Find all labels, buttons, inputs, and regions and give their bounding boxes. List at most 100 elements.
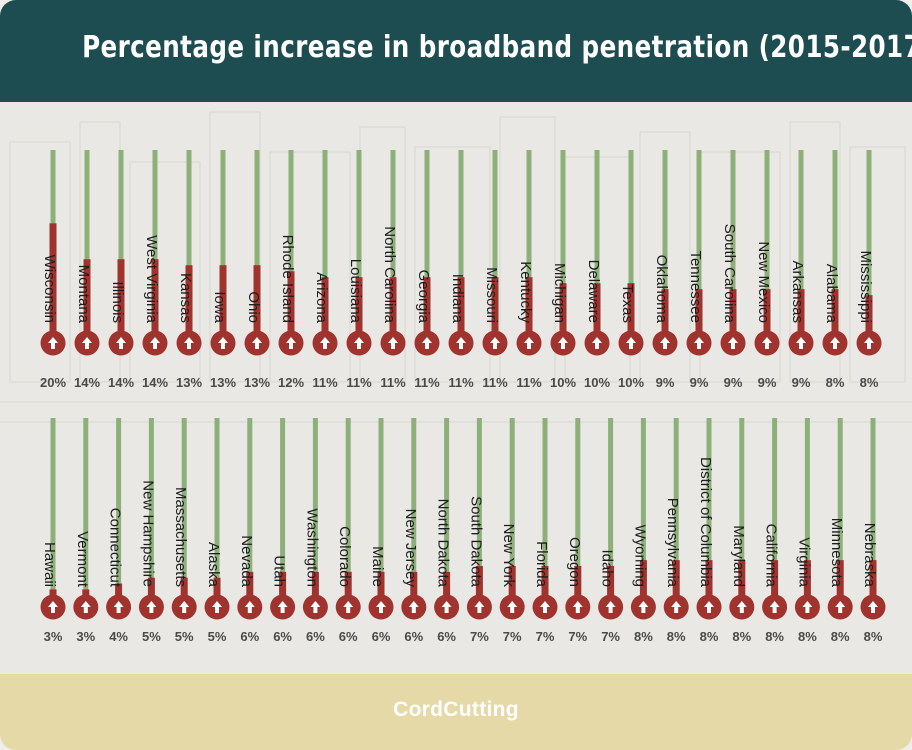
thermometer-tube: [542, 418, 548, 607]
thermometer-tube: [345, 418, 351, 607]
mercury-bar: [423, 277, 431, 343]
state-label: Mississippi: [857, 250, 874, 323]
percent-label: 8%: [826, 375, 845, 390]
thermometer-tube: [526, 150, 532, 343]
thermometer-tube: [608, 418, 614, 607]
percent-label: 5%: [208, 629, 227, 644]
up-arrow-icon: [343, 601, 354, 613]
thermometer-tube: [673, 418, 679, 607]
percent-label: 13%: [244, 375, 270, 390]
thermometer: Montana 14%: [74, 150, 100, 390]
thermometer-tube: [181, 418, 187, 607]
mercury-bar: [279, 571, 287, 607]
state-label: Montana: [75, 265, 92, 324]
mercury-bar: [695, 289, 703, 343]
thermometer: West Virginia 14%: [142, 150, 168, 390]
thermometer: Oklahoma 9%: [652, 150, 678, 390]
state-label: Massachusetts: [172, 487, 189, 587]
mercury-bar: [672, 560, 680, 607]
percent-label: 7%: [601, 629, 620, 644]
state-label: Missouri: [483, 267, 500, 323]
up-arrow-icon: [310, 601, 321, 613]
percent-label: 9%: [724, 375, 743, 390]
percent-label: 14%: [108, 375, 134, 390]
percent-label: 9%: [690, 375, 709, 390]
mercury-bar: [508, 565, 516, 607]
mercury-bar: [639, 560, 647, 607]
state-label: New York: [500, 524, 517, 588]
thermometer: New Hampshire 5%: [138, 418, 164, 644]
up-arrow-icon: [762, 337, 772, 349]
percent-label: 10%: [618, 375, 644, 390]
thermometer: Florida 7%: [532, 418, 558, 644]
up-arrow-icon: [48, 337, 58, 349]
mercury-bar: [344, 571, 352, 607]
thermometer: Louisiana 11%: [346, 150, 372, 390]
thermometer-tube: [186, 150, 192, 343]
up-arrow-icon: [736, 601, 747, 613]
thermometer: New Mexico 9%: [754, 150, 780, 390]
up-arrow-icon: [212, 601, 222, 613]
percent-label: 3%: [76, 629, 95, 644]
state-label: District of Columbia: [697, 457, 714, 588]
up-arrow-icon: [835, 601, 846, 613]
up-arrow-icon: [286, 337, 296, 349]
state-label: Nevada: [238, 535, 255, 587]
thermometer: Delaware 10%: [584, 150, 610, 390]
thermometer: Kansas 13%: [176, 150, 202, 390]
mercury-bar: [627, 283, 635, 343]
thermometer: Maryland 8%: [729, 418, 755, 644]
percent-label: 8%: [732, 629, 751, 644]
thermometer-tube: [628, 150, 634, 343]
thermometer-tube: [509, 418, 515, 607]
state-label: Rhode Island: [279, 235, 296, 323]
up-arrow-icon: [728, 337, 738, 349]
up-arrow-icon: [320, 337, 330, 349]
up-arrow-icon: [277, 601, 288, 613]
thermometer-tube: [575, 418, 581, 607]
thermometer: Vermont 3%: [73, 418, 99, 644]
thermometer-tube: [832, 150, 838, 343]
percent-label: 7%: [568, 629, 587, 644]
thermometer: Texas 10%: [618, 150, 644, 390]
thermometer: Colorado 6%: [335, 418, 361, 644]
thermometer: Illinois 14%: [108, 150, 134, 390]
state-label: Kansas: [177, 273, 194, 323]
up-arrow-icon: [830, 337, 840, 349]
state-label: New Hampshire: [139, 480, 156, 587]
state-label: Maryland: [730, 525, 747, 587]
state-label: Ohio: [245, 291, 262, 323]
mercury-bar: [443, 571, 451, 607]
mercury-bar: [83, 259, 91, 343]
percent-label: 7%: [470, 629, 489, 644]
up-arrow-icon: [796, 337, 806, 349]
thermometer-tube: [220, 150, 226, 343]
up-arrow-icon: [80, 601, 91, 613]
percent-label: 8%: [798, 629, 817, 644]
mercury-bar: [869, 560, 877, 607]
percent-label: 13%: [210, 375, 236, 390]
state-label: Florida: [533, 541, 550, 588]
up-arrow-icon: [558, 337, 568, 349]
state-label: Indiana: [449, 274, 466, 324]
mercury-bar: [321, 277, 329, 343]
state-label: Arizona: [313, 272, 330, 324]
thermometer-tube: [424, 150, 430, 343]
mercury-bar: [865, 295, 873, 343]
percent-label: 8%: [634, 629, 653, 644]
mercury-bar: [729, 289, 737, 343]
percent-label: 3%: [44, 629, 63, 644]
mercury-bar: [151, 259, 159, 343]
mercury-bar: [541, 565, 549, 607]
percent-label: 9%: [758, 375, 777, 390]
percent-label: 6%: [437, 629, 456, 644]
up-arrow-icon: [864, 337, 874, 349]
mercury-bar: [574, 565, 582, 607]
up-arrow-icon: [490, 337, 500, 349]
percent-label: 11%: [312, 375, 338, 390]
mercury-bar: [457, 277, 465, 343]
thermometer-tube: [390, 150, 396, 343]
thermometer-tube: [837, 418, 843, 607]
